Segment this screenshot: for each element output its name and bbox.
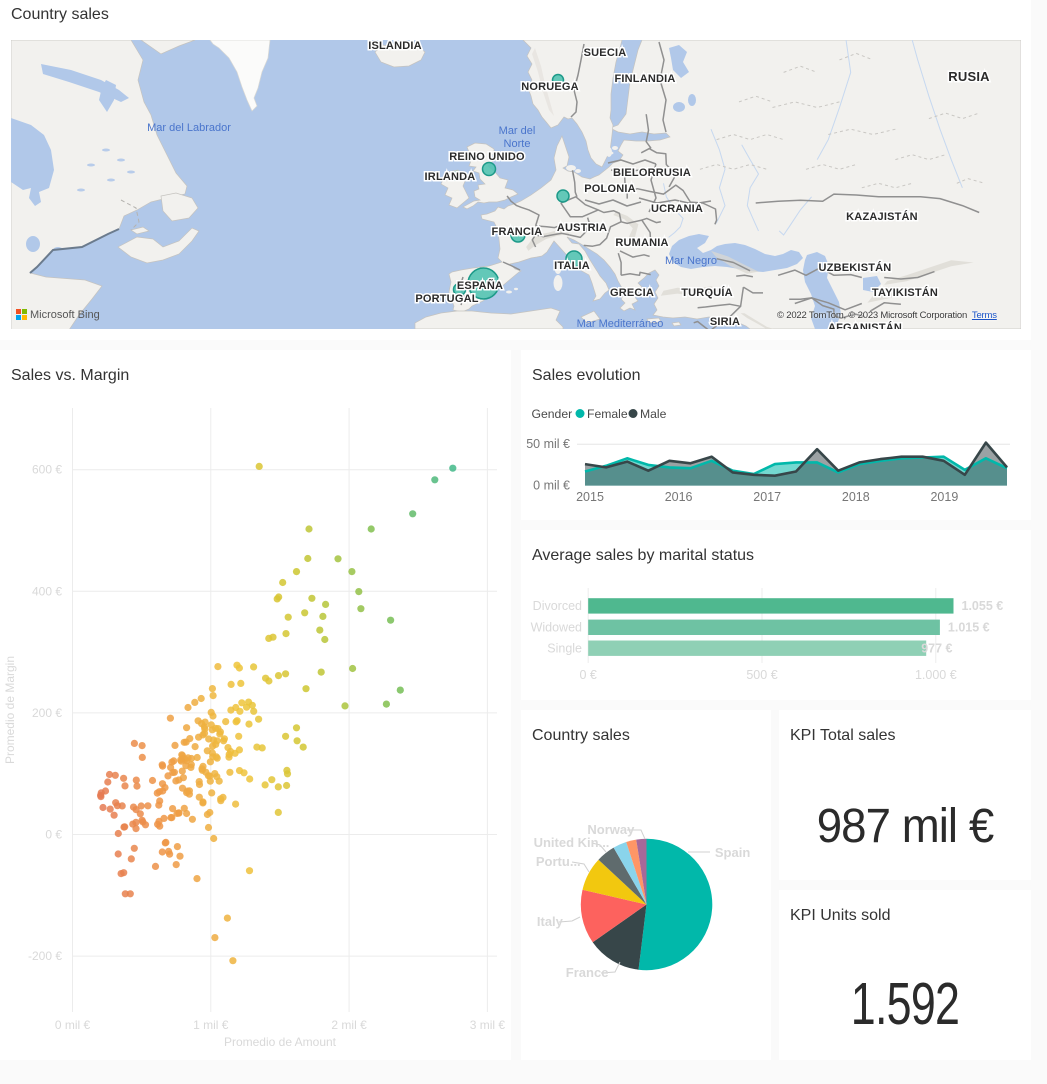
svg-text:Spain: Spain bbox=[715, 845, 750, 860]
svg-text:FINLANDIA: FINLANDIA bbox=[614, 73, 675, 85]
svg-text:TAYIKISTÁN: TAYIKISTÁN bbox=[872, 286, 938, 299]
svg-text:Promedio de Amount: Promedio de Amount bbox=[224, 1035, 337, 1049]
svg-text:AUSTRIA: AUSTRIA bbox=[557, 222, 607, 234]
svg-text:Italy: Italy bbox=[537, 914, 564, 929]
svg-text:ISLANDIA: ISLANDIA bbox=[368, 40, 422, 52]
svg-text:2015: 2015 bbox=[576, 490, 604, 504]
svg-text:Gender: Gender bbox=[532, 407, 573, 421]
svg-text:Widowed: Widowed bbox=[531, 621, 582, 635]
svg-text:600 €: 600 € bbox=[32, 463, 62, 477]
svg-text:0 €: 0 € bbox=[580, 668, 597, 682]
svg-text:FRANCIA: FRANCIA bbox=[492, 226, 543, 238]
svg-text:2018: 2018 bbox=[842, 490, 870, 504]
svg-text:1 mil €: 1 mil € bbox=[193, 1018, 229, 1032]
svg-text:BIELORRUSIA: BIELORRUSIA bbox=[613, 167, 691, 179]
svg-text:Divorced: Divorced bbox=[533, 599, 582, 613]
svg-text:Promedio de Margin: Promedio de Margin bbox=[3, 656, 17, 764]
svg-text:Mar del Labrador: Mar del Labrador bbox=[147, 122, 231, 134]
svg-text:KAZAJISTÁN: KAZAJISTÁN bbox=[846, 210, 918, 223]
svg-text:Norway: Norway bbox=[587, 822, 635, 837]
svg-text:PORTUGAL: PORTUGAL bbox=[415, 293, 478, 305]
svg-text:UZBEKISTÁN: UZBEKISTÁN bbox=[819, 261, 892, 274]
svg-text:Female: Female bbox=[587, 407, 628, 421]
svg-text:2017: 2017 bbox=[753, 490, 781, 504]
svg-text:1.000 €: 1.000 € bbox=[915, 668, 957, 682]
svg-text:1.015 €: 1.015 € bbox=[948, 621, 990, 635]
svg-text:2 mil €: 2 mil € bbox=[331, 1018, 367, 1032]
svg-text:1.055 €: 1.055 € bbox=[962, 599, 1004, 613]
svg-text:RUMANIA: RUMANIA bbox=[615, 237, 668, 249]
svg-text:400 €: 400 € bbox=[32, 584, 62, 598]
svg-text:0 mil €: 0 mil € bbox=[55, 1018, 91, 1032]
svg-text:UCRANIA: UCRANIA bbox=[651, 203, 703, 215]
svg-text:3 mil €: 3 mil € bbox=[470, 1018, 506, 1032]
svg-text:Portu...: Portu... bbox=[536, 854, 581, 869]
svg-text:Norte: Norte bbox=[504, 138, 531, 150]
svg-text:2016: 2016 bbox=[665, 490, 693, 504]
svg-text:REINO UNIDO: REINO UNIDO bbox=[449, 151, 525, 163]
svg-text:0 mil €: 0 mil € bbox=[533, 479, 570, 493]
svg-text:200 €: 200 € bbox=[32, 706, 62, 720]
svg-text:Single: Single bbox=[547, 642, 582, 656]
svg-text:ESPAÑA: ESPAÑA bbox=[457, 279, 503, 292]
svg-text:Mar Negro: Mar Negro bbox=[665, 255, 717, 267]
svg-text:AFGANISTÁN: AFGANISTÁN bbox=[828, 321, 902, 329]
svg-text:50 mil €: 50 mil € bbox=[526, 437, 570, 451]
svg-text:TURQUÍA: TURQUÍA bbox=[681, 286, 733, 299]
svg-text:United Kin...: United Kin... bbox=[534, 835, 610, 850]
svg-text:-200 €: -200 € bbox=[28, 949, 62, 963]
svg-text:2019: 2019 bbox=[930, 490, 958, 504]
svg-text:0 €: 0 € bbox=[45, 828, 62, 842]
svg-text:Male: Male bbox=[640, 407, 667, 421]
svg-text:SUECIA: SUECIA bbox=[584, 47, 627, 59]
svg-text:NORUEGA: NORUEGA bbox=[521, 81, 579, 93]
svg-text:GRECIA: GRECIA bbox=[610, 287, 654, 299]
svg-text:ITALIA: ITALIA bbox=[554, 260, 590, 272]
svg-text:IRLANDA: IRLANDA bbox=[425, 171, 476, 183]
svg-text:Mar Mediterráneo: Mar Mediterráneo bbox=[577, 318, 664, 329]
svg-text:POLONIA: POLONIA bbox=[584, 183, 636, 195]
svg-text:Mar del: Mar del bbox=[499, 125, 536, 137]
svg-text:977 €: 977 € bbox=[921, 642, 952, 656]
svg-text:RUSIA: RUSIA bbox=[948, 69, 990, 84]
svg-text:SIRIA: SIRIA bbox=[710, 316, 740, 328]
svg-text:France: France bbox=[566, 965, 609, 980]
svg-text:500 €: 500 € bbox=[746, 668, 777, 682]
